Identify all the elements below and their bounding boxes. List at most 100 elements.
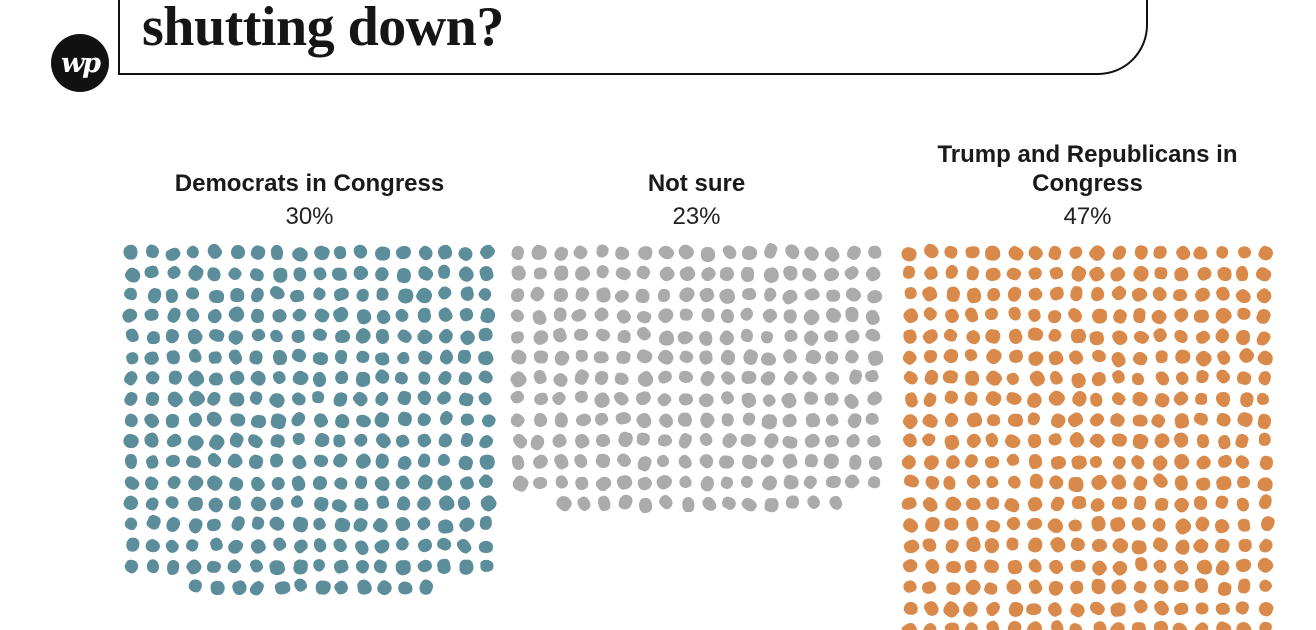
dot bbox=[288, 493, 305, 510]
dot bbox=[1007, 558, 1024, 575]
dot bbox=[123, 243, 139, 261]
dot bbox=[964, 327, 984, 347]
dot bbox=[900, 556, 920, 576]
dot bbox=[165, 413, 179, 428]
dot bbox=[508, 263, 529, 284]
dot bbox=[204, 306, 225, 327]
dot bbox=[528, 284, 547, 303]
dot bbox=[1256, 577, 1274, 595]
dot bbox=[1131, 413, 1148, 427]
dot bbox=[677, 369, 694, 385]
dot bbox=[1237, 245, 1252, 259]
dot bbox=[292, 515, 310, 533]
dot bbox=[183, 305, 202, 324]
dot bbox=[825, 289, 840, 303]
dot bbox=[1256, 536, 1275, 555]
dot bbox=[329, 496, 348, 514]
dot bbox=[533, 349, 547, 364]
dot bbox=[247, 453, 266, 471]
dot bbox=[476, 432, 496, 452]
dot bbox=[1026, 535, 1046, 555]
dot bbox=[635, 369, 657, 391]
dot bbox=[983, 346, 1004, 367]
dot bbox=[593, 326, 612, 344]
dot bbox=[549, 389, 568, 407]
dot bbox=[205, 390, 223, 408]
dot bbox=[1026, 411, 1041, 427]
dot bbox=[863, 264, 883, 284]
dot bbox=[531, 368, 549, 387]
dot bbox=[719, 475, 735, 491]
dot bbox=[332, 285, 351, 303]
dot bbox=[1132, 597, 1150, 616]
dot bbox=[1108, 576, 1129, 598]
dot bbox=[1195, 432, 1211, 450]
dot bbox=[352, 537, 371, 558]
dot bbox=[656, 369, 673, 386]
dot bbox=[1257, 513, 1277, 533]
dot bbox=[983, 473, 1001, 491]
dot bbox=[289, 452, 309, 472]
dot bbox=[899, 245, 919, 264]
dot bbox=[1007, 413, 1024, 427]
dot bbox=[963, 348, 978, 362]
dot bbox=[145, 286, 163, 305]
dot bbox=[1070, 495, 1087, 510]
dot bbox=[186, 388, 208, 410]
dot bbox=[677, 349, 695, 366]
dot bbox=[985, 266, 1002, 282]
dot bbox=[902, 600, 919, 617]
dot bbox=[1235, 307, 1251, 322]
dot bbox=[1005, 390, 1024, 407]
dot bbox=[334, 369, 350, 385]
dot bbox=[436, 409, 455, 428]
dot bbox=[740, 433, 757, 448]
dot bbox=[781, 368, 800, 387]
dot bbox=[437, 264, 452, 281]
dot bbox=[184, 454, 203, 470]
dot bbox=[509, 348, 529, 367]
dot bbox=[842, 346, 861, 366]
dot bbox=[210, 580, 226, 596]
dot bbox=[760, 330, 775, 344]
dot bbox=[900, 348, 919, 368]
dot bbox=[1216, 453, 1234, 470]
dot bbox=[655, 305, 677, 326]
dot bbox=[436, 243, 454, 261]
dot bbox=[534, 266, 548, 280]
dot bbox=[1048, 265, 1065, 281]
dot bbox=[942, 389, 960, 407]
dot bbox=[394, 515, 413, 533]
dot bbox=[1088, 472, 1109, 493]
dot bbox=[458, 559, 474, 575]
dot bbox=[1172, 431, 1190, 449]
dot bbox=[1254, 555, 1276, 576]
dot bbox=[185, 263, 206, 284]
dot bbox=[227, 431, 245, 450]
dot bbox=[657, 492, 676, 512]
dot bbox=[1153, 245, 1168, 260]
dot bbox=[675, 328, 695, 346]
dot bbox=[719, 368, 738, 387]
dot bbox=[185, 431, 207, 453]
dot bbox=[1133, 243, 1150, 262]
dot bbox=[528, 433, 547, 452]
dot bbox=[164, 515, 182, 534]
dot bbox=[478, 453, 497, 471]
dot bbox=[333, 328, 351, 344]
dot bbox=[372, 410, 391, 429]
dot bbox=[1172, 557, 1191, 577]
dot bbox=[1194, 475, 1213, 493]
dot bbox=[1130, 390, 1150, 409]
dot bbox=[782, 328, 799, 344]
dot bbox=[657, 433, 673, 448]
dot bbox=[374, 578, 395, 598]
dot bbox=[1149, 411, 1169, 430]
group-label-democrats: Democrats in Congress bbox=[174, 170, 445, 197]
dot bbox=[823, 453, 840, 470]
dot bbox=[1006, 618, 1024, 630]
dot bbox=[165, 263, 184, 281]
dot bbox=[783, 308, 798, 324]
wp-logo[interactable]: wp bbox=[51, 34, 109, 92]
dot bbox=[823, 391, 840, 407]
